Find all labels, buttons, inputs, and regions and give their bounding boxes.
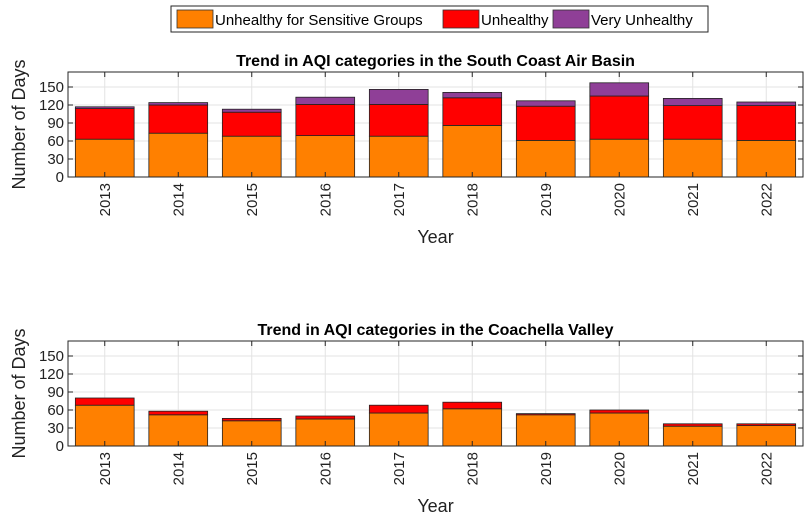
y-axis-label: Number of Days bbox=[9, 328, 29, 458]
bar-2014-series-1 bbox=[148, 410, 209, 416]
bar-2015-series-1 bbox=[221, 417, 282, 422]
bar-2019-series-1 bbox=[515, 413, 576, 416]
bar-2016-series-1 bbox=[295, 415, 356, 420]
x-tick-label-2016: 2016 bbox=[317, 183, 334, 216]
legend-swatch-very-unhealthy bbox=[552, 9, 590, 29]
x-axis-label: Year bbox=[417, 496, 453, 515]
x-tick-label-2014: 2014 bbox=[170, 452, 187, 485]
legend: Unhealthy for Sensitive Groups Unhealthy… bbox=[170, 5, 709, 33]
x-tick-label-2018: 2018 bbox=[464, 452, 481, 485]
bar-2017-series-0 bbox=[368, 412, 429, 447]
bar-2021-series-2 bbox=[662, 98, 723, 107]
bar-2013-series-2 bbox=[74, 106, 135, 110]
y-tick-label: 120 bbox=[39, 366, 64, 383]
bar-2018-series-1 bbox=[442, 401, 503, 410]
bar-2019-series-1 bbox=[515, 105, 576, 141]
y-tick-label: 60 bbox=[47, 133, 64, 150]
bar-2013-series-0 bbox=[74, 138, 135, 178]
y-tick-label: 90 bbox=[47, 115, 64, 132]
bar-2019-series-0 bbox=[515, 139, 576, 178]
x-axis-label: Year bbox=[417, 227, 453, 247]
x-tick-label-2021: 2021 bbox=[685, 452, 702, 485]
x-tick-label-2021: 2021 bbox=[685, 183, 702, 216]
bar-2021-series-1 bbox=[662, 105, 723, 140]
bar-2016-series-1 bbox=[295, 104, 356, 137]
bar-2021-series-0 bbox=[662, 138, 723, 178]
bar-2021-series-1 bbox=[662, 423, 723, 427]
bar-2015-series-2 bbox=[221, 108, 282, 113]
x-tick-label-2020: 2020 bbox=[611, 183, 628, 216]
x-tick-label-2019: 2019 bbox=[538, 183, 555, 216]
y-tick-label: 150 bbox=[39, 348, 64, 365]
plot-frame bbox=[67, 71, 804, 178]
y-tick-label: 120 bbox=[39, 97, 64, 114]
bar-2018-series-0 bbox=[442, 125, 503, 178]
bar-2022-series-1 bbox=[736, 105, 797, 141]
x-tick-label-2017: 2017 bbox=[391, 183, 408, 216]
bar-2015-series-0 bbox=[221, 135, 282, 178]
bar-2013-series-0 bbox=[74, 404, 135, 447]
bar-2017-series-2 bbox=[368, 89, 429, 105]
bar-2013-series-1 bbox=[74, 397, 135, 406]
x-tick-label-2017: 2017 bbox=[391, 452, 408, 485]
bar-2019-series-0 bbox=[515, 414, 576, 447]
y-tick-label: 30 bbox=[47, 420, 64, 437]
bar-2018-series-0 bbox=[442, 408, 503, 447]
x-tick-label-2018: 2018 bbox=[464, 183, 481, 216]
x-tick-label-2022: 2022 bbox=[758, 183, 775, 216]
legend-label-usg: Unhealthy for Sensitive Groups bbox=[215, 12, 423, 29]
bar-2018-series-2 bbox=[442, 92, 503, 99]
y-axis-label: Number of Days bbox=[9, 59, 29, 189]
x-tick-label-2020: 2020 bbox=[611, 452, 628, 485]
bar-2014-series-0 bbox=[148, 414, 209, 447]
y-tick-label: 0 bbox=[56, 169, 64, 186]
bar-2017-series-1 bbox=[368, 404, 429, 414]
plot-frame bbox=[67, 340, 804, 447]
bar-2022-series-2 bbox=[736, 101, 797, 106]
legend-box bbox=[170, 5, 709, 33]
legend-label-unhealthy: Unhealthy bbox=[481, 12, 549, 29]
x-tick-label-2016: 2016 bbox=[317, 452, 334, 485]
x-tick-label-2013: 2013 bbox=[97, 183, 114, 216]
bar-2019-series-2 bbox=[515, 100, 576, 107]
x-tick-label-2015: 2015 bbox=[244, 452, 261, 485]
x-tick-label-2013: 2013 bbox=[97, 452, 114, 485]
bar-2014-series-1 bbox=[148, 104, 209, 134]
chart-title: Trend in AQI categories in the Coachella… bbox=[258, 322, 614, 339]
y-tick-label: 60 bbox=[47, 402, 64, 419]
bar-2018-series-1 bbox=[442, 97, 503, 126]
x-tick-label-2022: 2022 bbox=[758, 452, 775, 485]
legend-label-very-unhealthy: Very Unhealthy bbox=[591, 12, 693, 29]
bar-2014-series-0 bbox=[148, 132, 209, 178]
chart-title: Trend in AQI categories in the South Coa… bbox=[236, 53, 635, 70]
y-tick-label: 0 bbox=[56, 438, 64, 455]
bar-2014-series-2 bbox=[148, 102, 209, 106]
bar-2017-series-1 bbox=[368, 104, 429, 137]
bar-2015-series-1 bbox=[221, 111, 282, 137]
bar-2020-series-1 bbox=[589, 409, 650, 414]
bar-2017-series-0 bbox=[368, 135, 429, 178]
legend-swatch-usg bbox=[176, 9, 214, 29]
bar-2020-series-0 bbox=[589, 138, 650, 178]
y-tick-label: 90 bbox=[47, 384, 64, 401]
bar-2020-series-0 bbox=[589, 412, 650, 447]
x-tick-label-2019: 2019 bbox=[538, 452, 555, 485]
x-tick-label-2014: 2014 bbox=[170, 183, 187, 216]
bar-2020-series-2 bbox=[589, 82, 650, 97]
bar-2016-series-2 bbox=[295, 96, 356, 105]
bar-2020-series-1 bbox=[589, 95, 650, 140]
bar-2022-series-1 bbox=[736, 423, 797, 426]
y-tick-label: 30 bbox=[47, 151, 64, 168]
bar-2013-series-1 bbox=[74, 108, 135, 140]
x-tick-label-2015: 2015 bbox=[244, 183, 261, 216]
y-tick-label: 150 bbox=[39, 79, 64, 96]
legend-swatch-unhealthy bbox=[442, 9, 480, 29]
bar-2016-series-0 bbox=[295, 135, 356, 178]
bar-2022-series-0 bbox=[736, 139, 797, 178]
